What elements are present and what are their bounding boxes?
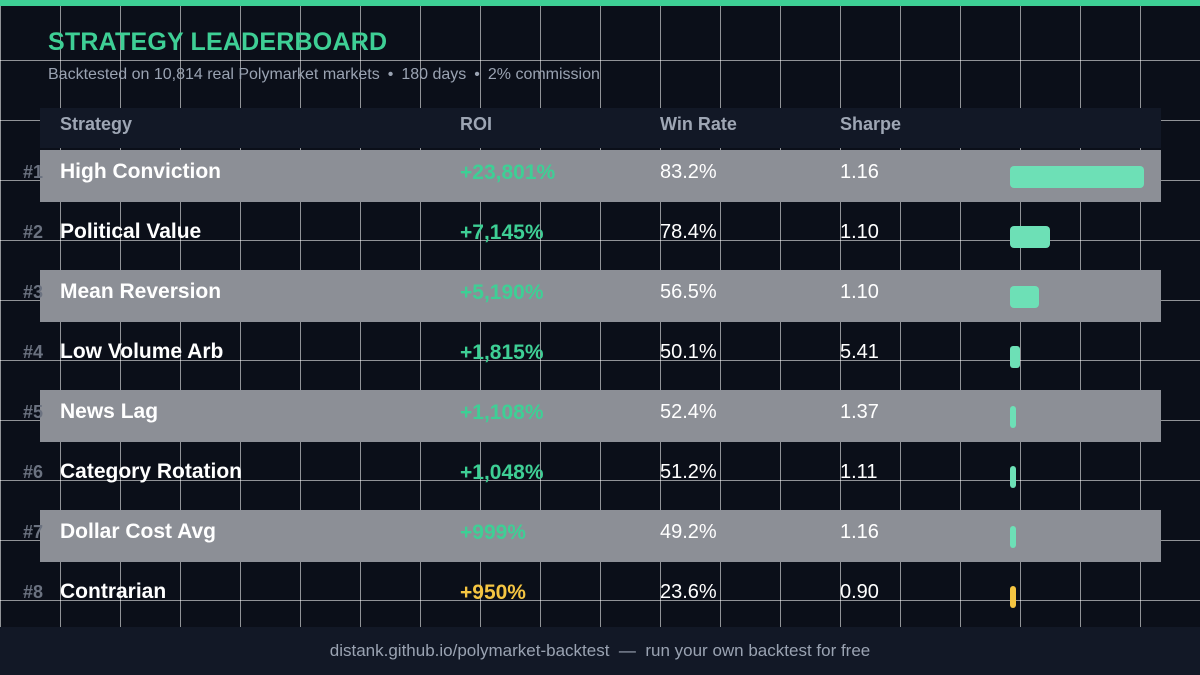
rank-label: #6 (23, 462, 44, 482)
column-header-win-rate: Win Rate (660, 114, 737, 134)
sharpe-value: 0.90 (840, 581, 879, 603)
roi-value: +23,801% (460, 161, 556, 184)
win-rate-value: 56.5% (660, 281, 717, 303)
column-header-strategy: Strategy (60, 114, 133, 134)
page-title: STRATEGY LEADERBOARD (48, 28, 388, 56)
table-row: #1 High Conviction +23,801% 83.2% 1.16 (23, 150, 1161, 202)
roi-value: +7,145% (460, 221, 544, 244)
strategy-name: Category Rotation (60, 460, 243, 483)
sharpe-value: 1.10 (840, 281, 879, 303)
sharpe-value: 1.16 (840, 521, 879, 543)
table-row: #2 Political Value +7,145% 78.4% 1.10 (23, 210, 1161, 262)
roi-value: +1,815% (460, 341, 544, 364)
win-rate-value: 52.4% (660, 401, 717, 423)
rank-label: #7 (23, 522, 44, 542)
sharpe-value: 1.16 (840, 161, 879, 183)
rank-label: #3 (23, 282, 44, 302)
roi-bar (1010, 406, 1016, 428)
sharpe-value: 5.41 (840, 341, 879, 363)
strategy-name: Mean Reversion (60, 280, 222, 303)
table-row: #4 Low Volume Arb +1,815% 50.1% 5.41 (23, 330, 1161, 382)
win-rate-value: 78.4% (660, 221, 717, 243)
accent-top-bar (0, 0, 1200, 6)
rank-label: #4 (23, 342, 44, 362)
sharpe-value: 1.37 (840, 401, 879, 423)
roi-bar (1010, 466, 1016, 488)
rank-label: #1 (23, 162, 44, 182)
rank-label: #2 (23, 222, 44, 242)
footer-separator: — (618, 641, 636, 660)
subtitle-commission: 2% commission (487, 66, 600, 83)
strategy-name: High Conviction (60, 160, 221, 183)
subtitle-separator: • (387, 66, 394, 83)
strategy-name: Dollar Cost Avg (60, 520, 216, 543)
win-rate-value: 83.2% (660, 161, 717, 183)
rank-label: #5 (23, 402, 44, 422)
subtitle-markets: Backtested on 10,814 real Polymarket mar… (48, 66, 380, 83)
roi-bar (1010, 346, 1020, 368)
column-header-roi: ROI (460, 114, 493, 134)
roi-value: +1,048% (460, 461, 544, 484)
sharpe-value: 1.11 (840, 461, 878, 483)
footer-link[interactable]: distank.github.io/polymarket-backtest (329, 641, 610, 660)
footer-text: distank.github.io/polymarket-backtest — … (0, 641, 1200, 661)
subtitle-separator: • (474, 66, 480, 83)
table-row: #7 Dollar Cost Avg +999% 49.2% 1.16 (23, 510, 1161, 562)
footer-tagline: run your own backtest for free (645, 641, 871, 660)
win-rate-value: 50.1% (660, 341, 717, 363)
roi-value: +5,190% (460, 281, 544, 304)
roi-value: +999% (460, 521, 526, 544)
strategy-name: Contrarian (60, 580, 167, 603)
rank-label: #8 (23, 582, 44, 602)
roi-value: +950% (460, 581, 526, 604)
column-header-sharpe: Sharpe (840, 114, 902, 134)
win-rate-value: 23.6% (660, 581, 717, 603)
sharpe-value: 1.10 (840, 221, 879, 243)
table-row: #6 Category Rotation +1,048% 51.2% 1.11 (23, 450, 1161, 502)
roi-bar (1010, 226, 1050, 248)
roi-bar (1010, 286, 1039, 308)
page-subtitle: Backtested on 10,814 real Polymarket mar… (48, 66, 600, 84)
table-row: #8 Contrarian +950% 23.6% 0.90 (23, 570, 1161, 622)
strategy-name: Low Volume Arb (60, 340, 224, 363)
table-row: #5 News Lag +1,108% 52.4% 1.37 (23, 390, 1161, 442)
table-row: #3 Mean Reversion +5,190% 56.5% 1.10 (23, 270, 1161, 322)
roi-bar (1010, 586, 1016, 608)
footer: distank.github.io/polymarket-backtest — … (0, 627, 1200, 675)
win-rate-value: 51.2% (660, 461, 717, 483)
table-header: Strategy ROI Win Rate Sharpe (40, 108, 1161, 148)
strategy-name: News Lag (60, 400, 159, 423)
roi-value: +1,108% (460, 401, 544, 424)
roi-bar (1010, 166, 1144, 188)
roi-bar (1010, 526, 1016, 548)
win-rate-value: 49.2% (660, 521, 717, 543)
subtitle-days: 180 days (401, 66, 467, 83)
strategy-name: Political Value (60, 220, 202, 243)
